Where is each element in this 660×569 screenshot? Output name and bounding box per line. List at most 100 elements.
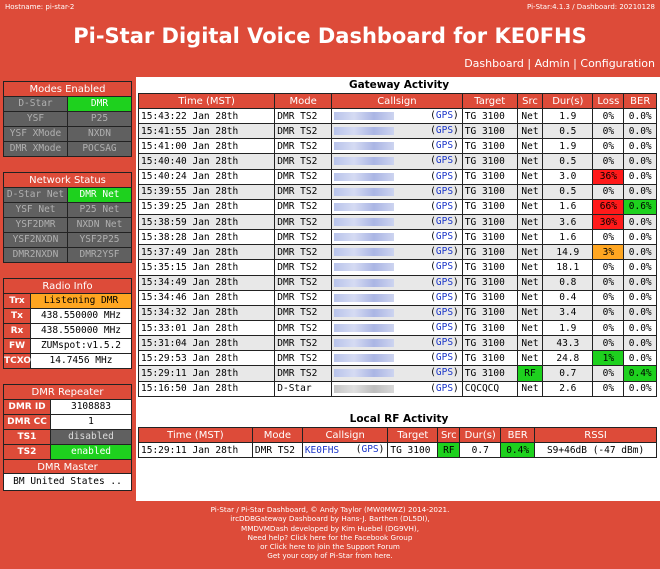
gps-link[interactable]: (GPS) (430, 246, 459, 258)
gps-link[interactable]: (GPS) (430, 276, 459, 288)
footer-line[interactable]: or Click here to join the Support Forum (260, 542, 400, 552)
gps-label[interactable]: GPS (435, 337, 454, 349)
gps-link[interactable]: (GPS) (430, 215, 459, 227)
gateway-time: 15:31:04 Jan 28th (137, 335, 276, 352)
gps-link[interactable]: (GPS) (430, 170, 459, 182)
gateway-target: TG 3100 (461, 213, 518, 231)
gateway-time: 15:41:00 Jan 28th (137, 138, 276, 155)
gateway-mode: DMR TS2 (274, 138, 332, 155)
footer-line[interactable]: Need help? Click here for the Facebook G… (247, 532, 413, 542)
rf-callsign-cell: KE0FHS (GPS) (301, 441, 389, 459)
gps-label[interactable]: GPS (435, 321, 454, 333)
gps-label[interactable]: GPS (435, 382, 454, 394)
gateway-loss: 66% (592, 198, 625, 215)
gps-link[interactable]: (GPS) (430, 321, 459, 333)
gateway-callsign-cell: (GPS) (330, 274, 463, 291)
redacted-callsign[interactable] (333, 369, 394, 378)
redacted-callsign[interactable] (333, 142, 394, 151)
gps-label[interactable]: GPS (435, 140, 454, 152)
gps-label[interactable]: GPS (435, 125, 454, 137)
redacted-callsign[interactable] (333, 339, 394, 348)
gps-label[interactable]: GPS (435, 231, 454, 243)
gateway-mode: DMR TS2 (274, 304, 332, 321)
gps-link[interactable]: (GPS) (430, 261, 459, 273)
redacted-callsign[interactable] (333, 233, 394, 242)
rf-callsign-link[interactable]: KE0FHS (304, 444, 340, 456)
gps-link[interactable]: (GPS) (430, 231, 459, 243)
gateway-loss: 0% (592, 107, 625, 125)
gps-label[interactable]: GPS (435, 352, 454, 364)
gps-link[interactable]: (GPS) (430, 306, 459, 318)
gps-link[interactable]: (GPS) (430, 291, 459, 303)
gateway-src: Net (516, 319, 544, 337)
gps-link[interactable]: (GPS) (430, 140, 459, 152)
gps-link[interactable]: (GPS) (430, 352, 459, 364)
gps-link[interactable]: (GPS) (430, 110, 459, 121)
nav-dashboard-link[interactable]: Dashboard (464, 57, 524, 70)
gps-link[interactable]: (GPS) (430, 155, 459, 167)
redacted-callsign[interactable] (333, 127, 394, 136)
gateway-target: TG 3100 (461, 244, 518, 261)
nav-configuration-link[interactable]: Configuration (580, 57, 655, 70)
gateway-duration: 18.1 (542, 259, 594, 276)
gateway-loss: 0% (592, 304, 625, 321)
redacted-callsign[interactable] (333, 112, 394, 121)
gps-label[interactable]: GPS (435, 306, 454, 318)
gateway-mode: DMR TS2 (274, 229, 332, 246)
gps-label[interactable]: GPS (435, 276, 454, 288)
redacted-callsign[interactable] (333, 324, 394, 333)
network-status-d-star-net: D-Star Net (4, 188, 67, 202)
gateway-header-callsign: Callsign (330, 93, 463, 109)
gateway-mode: DMR TS2 (274, 319, 332, 337)
redacted-callsign[interactable] (333, 293, 394, 302)
mode-status-p25: P25 (68, 112, 131, 126)
gps-link[interactable]: (GPS) (430, 200, 459, 212)
gps-link[interactable]: (GPS) (430, 337, 459, 349)
redacted-callsign[interactable] (333, 384, 394, 393)
rf-gps-label[interactable]: GPS (361, 444, 379, 455)
local_rf-header-callsign: Callsign (301, 427, 389, 443)
redacted-callsign[interactable] (333, 354, 394, 363)
gateway-mode: DMR TS2 (274, 183, 332, 200)
gateway-ber: 0.0% (623, 244, 657, 261)
gateway-row: 15:38:59 Jan 28th DMR TS2 (GPS) TG 3100 Net 3… (137, 213, 657, 231)
gateway-ber: 0.0% (623, 153, 657, 170)
redacted-callsign[interactable] (333, 157, 394, 166)
gateway-ber: 0.0% (623, 183, 657, 200)
footer-line[interactable]: Get your copy of Pi-Star from here. (267, 551, 393, 561)
nav-admin-link[interactable]: Admin (534, 57, 570, 70)
gps-link[interactable]: (GPS) (430, 125, 459, 137)
gateway-callsign-cell: (GPS) (330, 229, 463, 246)
redacted-callsign[interactable] (333, 278, 394, 287)
gateway-duration: 1.9 (542, 138, 594, 155)
gps-label[interactable]: GPS (435, 170, 454, 182)
redacted-callsign[interactable] (333, 263, 394, 272)
radio-info-grid: Trx Listening DMR Tx 438.550000 MHz Rx 438.55… (4, 294, 131, 368)
gps-label[interactable]: GPS (435, 246, 454, 258)
gateway-target: TG 3100 (461, 229, 518, 246)
redacted-callsign[interactable] (333, 172, 394, 181)
gateway-target: TG 3100 (461, 365, 518, 382)
redacted-callsign[interactable] (333, 187, 394, 196)
rf-gps-link[interactable]: (GPS) (355, 444, 385, 455)
gps-label[interactable]: GPS (435, 261, 454, 273)
gps-link[interactable]: (GPS) (430, 367, 459, 379)
gps-label[interactable]: GPS (435, 185, 454, 197)
radio-tcxo-value: 14.7456 MHz (31, 354, 131, 368)
gps-label[interactable]: GPS (435, 215, 454, 227)
gps-link[interactable]: (GPS) (430, 185, 459, 197)
gps-label[interactable]: GPS (435, 110, 454, 121)
gateway-src: Net (516, 274, 544, 291)
gps-label[interactable]: GPS (435, 291, 454, 303)
gps-label[interactable]: GPS (435, 367, 454, 379)
gps-label[interactable]: GPS (435, 155, 454, 167)
redacted-callsign[interactable] (333, 308, 394, 317)
gateway-row: 15:29:11 Jan 28th DMR TS2 (GPS) TG 3100 RF 0.… (137, 365, 657, 382)
redacted-callsign[interactable] (333, 218, 394, 227)
gateway-duration: 2.6 (542, 380, 594, 397)
mode-status-ysf: YSF (4, 112, 67, 126)
gps-label[interactable]: GPS (435, 200, 454, 212)
gps-link[interactable]: (GPS) (430, 382, 459, 394)
redacted-callsign[interactable] (333, 202, 394, 211)
redacted-callsign[interactable] (333, 248, 394, 257)
